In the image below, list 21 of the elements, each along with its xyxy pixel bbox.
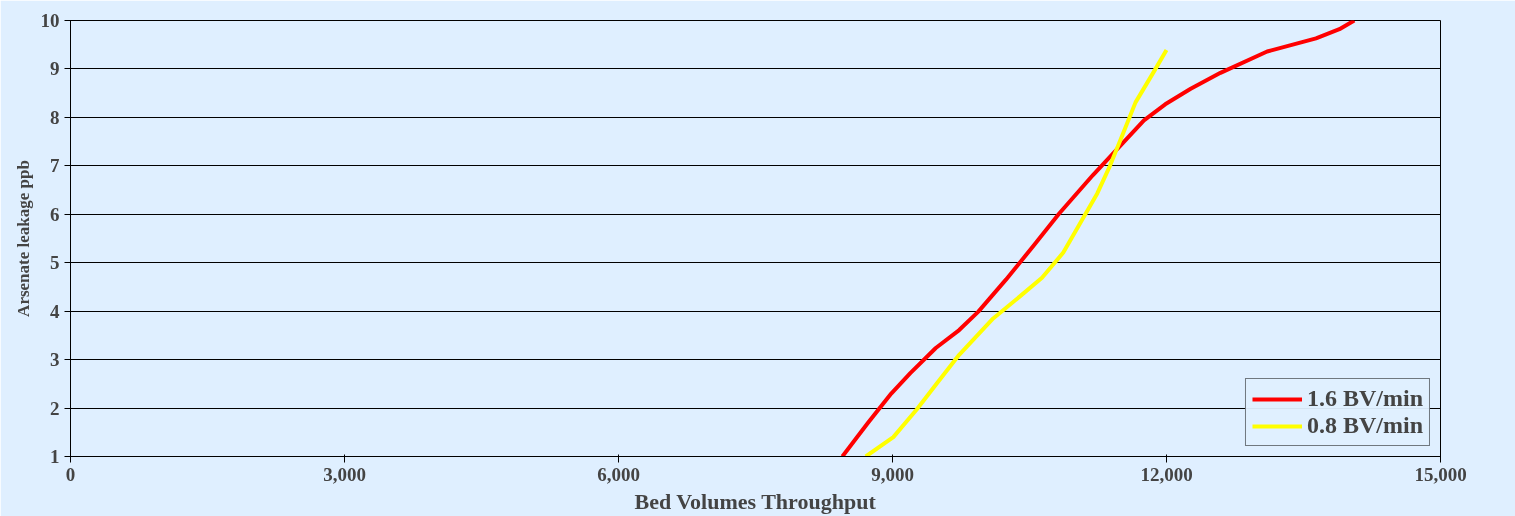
x-tick-label: 3,000 (323, 463, 366, 485)
legend-label: 0.8 BV/min (1306, 412, 1423, 439)
x-tick-label: 12,000 (1140, 463, 1193, 485)
y-tick-label: 6 (50, 203, 60, 225)
x-tick-label: 15,000 (1414, 463, 1467, 485)
y-tick-label: 4 (50, 300, 60, 322)
y-tick-label: 3 (50, 349, 60, 371)
x-tick-label: 6,000 (597, 463, 640, 485)
y-tick-label: 5 (50, 252, 60, 274)
y-tick-label: 9 (50, 58, 60, 80)
x-tick-label: 9,000 (871, 463, 914, 485)
y-tick-label: 8 (50, 106, 60, 128)
x-axis-title: Bed Volumes Throughput (634, 488, 877, 514)
y-tick-label: 1 (50, 446, 60, 467)
y-tick-label: 10 (40, 10, 60, 31)
x-tick-label: 0 (65, 463, 76, 485)
y-axis-title: Arsenate leakage ppb (13, 160, 33, 317)
y-tick-label: 2 (50, 397, 60, 419)
line-series (863, 48, 1169, 457)
y-tick-label: 7 (50, 155, 60, 177)
legend-label: 1.6 BV/min (1306, 385, 1423, 412)
